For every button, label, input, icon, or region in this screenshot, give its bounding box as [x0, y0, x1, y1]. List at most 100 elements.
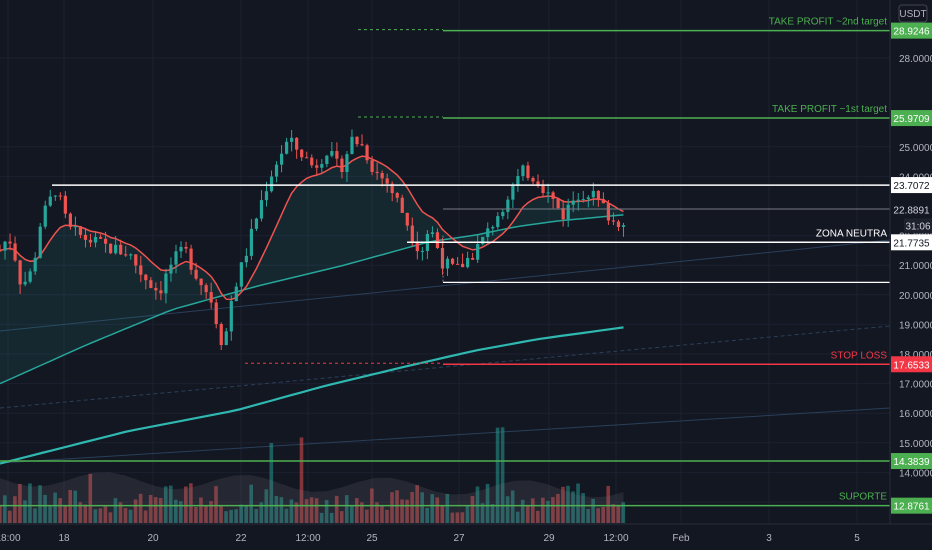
time-tick-label: 18	[58, 533, 70, 544]
volume-bar	[254, 508, 259, 523]
time-tick-label: 12:00	[295, 533, 320, 544]
price-tick-label: 16.0000	[899, 409, 932, 420]
price-axis[interactable]	[890, 0, 932, 524]
ema-cloud	[0, 156, 624, 384]
volume-bar	[309, 497, 314, 523]
candle-body	[320, 164, 324, 168]
volume-bar	[63, 505, 67, 523]
candle-body	[491, 227, 495, 229]
candle-body	[435, 232, 440, 249]
volume-bar	[566, 485, 570, 523]
take-profit-2-label: TAKE PROFIT ~2nd target	[769, 17, 888, 28]
volume-bar	[380, 505, 384, 523]
candle-body	[68, 213, 72, 227]
candle-body	[285, 141, 289, 154]
suporte-price-tag	[891, 497, 932, 514]
volume-bar	[460, 512, 465, 523]
candle-body	[581, 199, 585, 201]
price-levels: TAKE PROFIT ~2nd target TAKE PROFIT ~1st …	[0, 17, 890, 507]
candle-body	[259, 200, 264, 219]
volume-bar	[339, 511, 344, 523]
time-tick-label: 18:00	[0, 533, 21, 544]
candle-body	[98, 236, 103, 239]
volume-bar	[525, 505, 530, 523]
countdown-tag	[904, 218, 932, 234]
candle-body	[340, 158, 344, 172]
volume-bar	[143, 510, 148, 523]
volume-bar	[224, 511, 228, 523]
currency-badge[interactable]	[898, 4, 928, 23]
candle-body	[420, 250, 424, 252]
gridlines	[0, 0, 890, 524]
volume-bar	[163, 486, 168, 523]
candle-body	[129, 254, 133, 256]
price-tick-label: 14.0000	[899, 468, 932, 479]
volume-bar	[551, 497, 555, 523]
candle-body	[460, 263, 465, 268]
suporte-label: SUPORTE	[839, 492, 887, 503]
volume-bar	[229, 509, 233, 523]
volume-bar	[349, 505, 354, 523]
candle-body	[516, 176, 520, 186]
candle-body	[450, 258, 455, 264]
volume-bar	[168, 485, 173, 523]
volume-bar	[304, 499, 309, 523]
volume-bar	[299, 437, 304, 523]
price-tick-label: 21.0000	[899, 261, 932, 272]
candle-body	[330, 151, 334, 156]
candle-body	[300, 149, 304, 158]
volume-bar	[571, 491, 575, 523]
volume-bar	[83, 504, 88, 523]
time-tick-label: 25	[366, 533, 378, 544]
candle-body	[254, 218, 259, 229]
candle-body	[531, 177, 535, 182]
volume-bar	[400, 499, 404, 523]
candle-body	[279, 153, 284, 165]
volume-bar	[209, 501, 213, 523]
volume-bar	[314, 498, 319, 523]
price-tick-label: 18.0000	[899, 350, 932, 361]
volume-bars	[0, 427, 626, 523]
volume-bar	[68, 490, 72, 523]
zona-neutra-label: ZONA NEUTRA	[816, 228, 887, 239]
candle-body	[410, 225, 414, 242]
candle-body	[521, 165, 525, 177]
volume-bar	[48, 506, 52, 523]
candle-body	[466, 257, 470, 268]
candle-body	[511, 185, 515, 200]
candle-body	[8, 241, 12, 244]
price-tick-label: 19.0000	[899, 320, 932, 331]
trendline-dashed	[0, 325, 891, 409]
candle-body	[370, 160, 374, 172]
volume-bar	[279, 497, 284, 523]
time-axis[interactable]	[0, 524, 932, 550]
volume-bar	[13, 496, 17, 523]
volume-bar	[78, 502, 83, 523]
volume-bar	[425, 507, 429, 523]
volume-bar	[0, 505, 2, 523]
candle-body	[18, 260, 22, 285]
candle-body	[3, 241, 7, 251]
volume-bar	[405, 499, 409, 523]
time-tick-label: 27	[453, 533, 465, 544]
volume-bar	[375, 502, 379, 523]
volume-bar	[128, 509, 133, 523]
take-profit-2-price-text: 28.9246	[893, 27, 930, 38]
volume-bar	[234, 509, 238, 523]
candle-body	[204, 285, 208, 293]
candle-body	[249, 228, 254, 256]
candle-body	[139, 265, 143, 275]
candle-body	[239, 262, 243, 287]
candle-body	[481, 236, 485, 245]
candle-body	[83, 234, 88, 240]
volume-bar	[269, 442, 274, 523]
volume-bar	[194, 506, 198, 523]
candle-body	[440, 248, 445, 269]
volume-bar	[440, 505, 445, 523]
candle-body	[199, 278, 203, 286]
candle-body	[93, 236, 98, 243]
take-profit-2-price-tag	[891, 22, 932, 39]
volume-bar	[430, 494, 435, 523]
